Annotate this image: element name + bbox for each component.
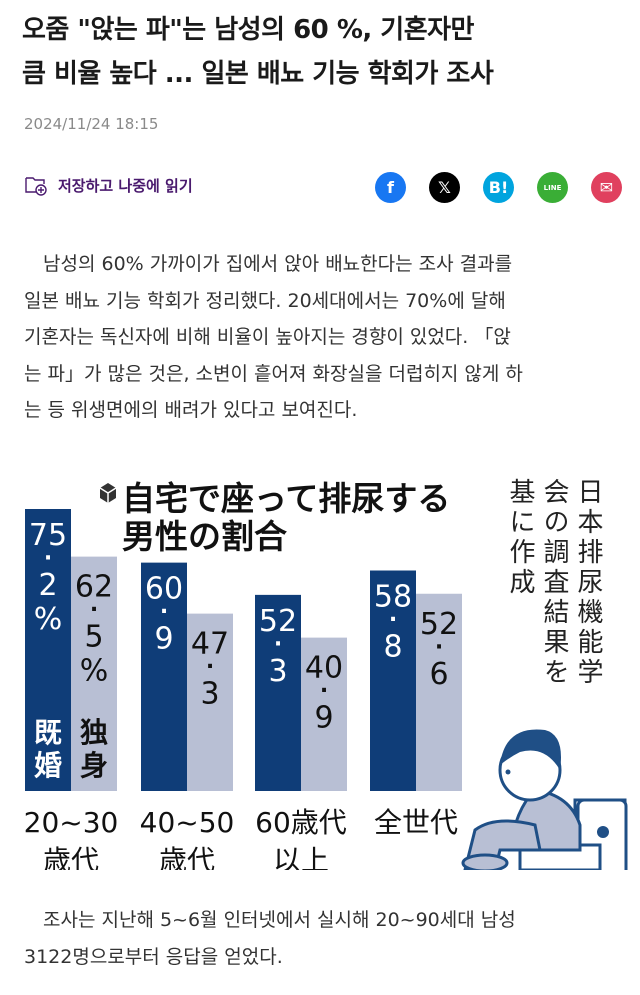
boy-hair (500, 729, 561, 770)
bar-value-label: 9 (154, 622, 173, 657)
bar-value-label: 75 (29, 518, 67, 553)
bar-value-label: 5 (84, 620, 103, 655)
bar-value-dot: · (90, 598, 98, 623)
bar-value-label: 8 (383, 630, 402, 665)
folder-add-icon (25, 177, 47, 196)
bar-value-label: 9 (314, 701, 333, 736)
bar-独身-1 (187, 613, 233, 791)
save-for-later-button[interactable]: 저장하고 나중에 읽기 (24, 174, 193, 196)
bar-value-label: 60 (145, 572, 183, 607)
bar-既婚-3 (370, 570, 416, 791)
legend-既婚: 婚 (34, 749, 62, 782)
paragraph-line: 남성의 60% 가까이가 집에서 앉아 배뇨한다는 조사 결과를 (24, 253, 513, 275)
category-label: 60歳代 (255, 806, 347, 839)
cube-icon-edge (99, 487, 117, 503)
mail-share-button[interactable]: ✉ (591, 172, 622, 203)
category-label: 歳代 (159, 844, 215, 870)
bar-value-label: 52 (420, 607, 458, 642)
bar-value-label: 58 (374, 580, 412, 615)
bar-value-dot: · (389, 608, 397, 633)
paragraph-line: 조사는 지난해 5~6월 인터넷에서 실시해 20~90세대 남성 (24, 909, 516, 931)
bar-value-label: 2 (38, 568, 57, 603)
bar-value-dot: · (44, 546, 52, 571)
category-label: 20~30 (24, 806, 119, 839)
bar-value-dot: · (206, 655, 214, 680)
bar-value-label: 6 (429, 657, 448, 692)
category-label: 40~50 (140, 806, 235, 839)
bar-value-dot: · (435, 635, 443, 660)
bar-独身-2 (301, 637, 347, 791)
paragraph-line: 는 등 위생면에의 배려가 있다고 보여진다. (24, 399, 358, 421)
bar-既婚-0 (25, 509, 71, 791)
x-share-button[interactable]: 𝕏 (429, 172, 460, 203)
category-label: 以上 (273, 844, 329, 870)
legend-既婚: 既 (34, 716, 62, 749)
paragraph-line: 는 파」가 많은 것은, 소변이 흩어져 화장실을 더럽히지 않게 하 (24, 362, 523, 385)
chart-title: 男性の割合 (122, 517, 287, 556)
bar-value-label: 62 (75, 570, 113, 605)
boy-feet (461, 853, 509, 870)
paragraph-line: 기혼자는 독신자에 비해 비율이 높아지는 경향이 있었다. 「앉 (24, 326, 511, 348)
paragraph-line: 3122명으로부터 응답을 얻었다. (24, 945, 283, 968)
bar-value-label: 3 (200, 677, 219, 712)
facebook-share-button[interactable]: f (375, 172, 406, 203)
bar-独身-0 (71, 556, 117, 791)
toilet-lever (597, 826, 609, 838)
source-note: 基に作成 (505, 478, 535, 598)
bar-value-label: 40 (305, 651, 343, 686)
bar-unit-label: % (34, 602, 63, 637)
bar-value-dot: · (274, 632, 282, 657)
hatena-bookmark-share-button[interactable]: B! (483, 172, 514, 203)
bar-unit-label: % (80, 654, 109, 689)
line-share-button[interactable]: LINE (537, 172, 568, 203)
publish-date: 2024/11/24 18:15 (24, 115, 159, 133)
chart-title: 自宅で座って排尿する (122, 479, 450, 518)
legend-独身: 身 (80, 749, 108, 782)
title-line: 오줌 "앉는 파"는 남성의 60 %, 기혼자만 (22, 15, 474, 45)
bar-既婚-1 (141, 562, 187, 791)
category-label: 歳代 (43, 844, 99, 870)
paragraph-line: 일본 배뇨 기능 학회가 정리했다. 20세대에서는 70%에 달해 (24, 289, 506, 312)
bar-value-label: 3 (268, 654, 287, 689)
bar-独身-3 (416, 593, 462, 791)
share-buttons: f 𝕏 B! LINE ✉ (375, 172, 622, 203)
bar-既婚-2 (255, 594, 301, 791)
source-note: 日本排尿機能学 (573, 478, 603, 688)
boy-eye (505, 769, 511, 775)
article-paragraph: 조사는 지난해 5~6월 인터넷에서 실시해 20~90세대 남성 3122명으로… (24, 902, 516, 975)
article-title: 오줌 "앉는 파"는 남성의 60 %, 기혼자만 큼 비율 높다 ... 일본… (22, 8, 494, 96)
title-line: 큼 비율 높다 ... 일본 배뇨 기능 학회가 조사 (22, 59, 494, 89)
bar-value-dot: · (160, 600, 168, 625)
save-label: 저장하고 나중에 읽기 (58, 176, 193, 195)
legend-独身: 独 (80, 716, 108, 749)
source-note: 会の調査結果を (539, 478, 569, 688)
category-label: 全世代 (374, 806, 458, 839)
bar-value-dot: · (320, 679, 328, 704)
chart-image: 自宅で座って排尿する男性の割合75·2%60·952·358·8既婚62·5%4… (24, 479, 628, 870)
bar-value-label: 47 (191, 627, 229, 662)
bar-value-label: 52 (259, 604, 297, 639)
